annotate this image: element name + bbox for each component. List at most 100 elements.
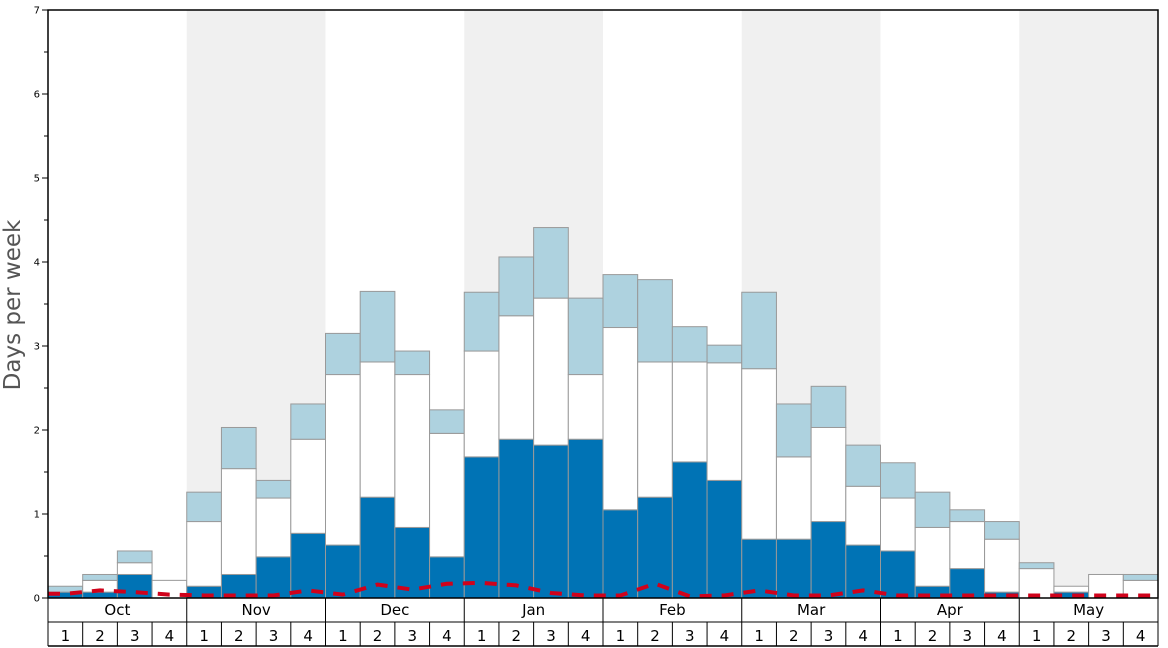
trend-line: [48, 580, 1158, 599]
bar-segment-1: [533, 444, 569, 599]
bar-segment-2: [186, 521, 222, 587]
week-label: 4: [165, 627, 175, 645]
week-label: 4: [720, 627, 730, 645]
week-label: 3: [1101, 627, 1111, 645]
bar-segment-1: [880, 550, 916, 599]
bar-segment-3: [533, 227, 569, 299]
bar-segment-3: [845, 444, 881, 487]
bar-segment-1: [637, 496, 673, 599]
week-label: 2: [1067, 627, 1077, 645]
bar-segment-2: [220, 468, 257, 575]
bar-segment-1: [810, 521, 847, 599]
bar-segment-2: [914, 526, 951, 587]
bar-segment-3: [741, 291, 777, 370]
bar-segment-3: [498, 256, 535, 317]
bar-segment-2: [359, 361, 396, 498]
bar-segment-1: [429, 556, 465, 599]
bar-segment-1: [671, 461, 708, 599]
week-label: 2: [789, 627, 799, 645]
week-label: 1: [61, 627, 71, 645]
bar-segment-3: [255, 479, 292, 499]
week-label: 1: [477, 627, 487, 645]
month-label-jan: Jan: [521, 601, 545, 619]
y-tick-label: 6: [34, 90, 40, 101]
bar-segment-3: [116, 550, 153, 564]
y-tick-label: 5: [34, 174, 40, 185]
month-label-feb: Feb: [659, 601, 686, 619]
week-label: 4: [303, 627, 313, 645]
bar-segment-2: [880, 497, 916, 552]
week-label: 1: [754, 627, 764, 645]
bar-segment-2: [741, 368, 777, 540]
bar-segment-3: [82, 573, 118, 581]
week-label: 2: [650, 627, 660, 645]
bar-segment-1: [741, 538, 777, 599]
week-label: 4: [581, 627, 591, 645]
week-label: 4: [442, 627, 452, 645]
bar-segment-2: [325, 374, 361, 546]
bar-segment-3: [810, 385, 847, 428]
week-label: 4: [1136, 627, 1146, 645]
bar-segment-3: [1018, 562, 1055, 570]
week-label: 1: [616, 627, 626, 645]
week-label: 1: [338, 627, 348, 645]
bar-segment-3: [914, 491, 951, 528]
bar-segment-2: [567, 374, 604, 440]
bar-segment-3: [637, 279, 673, 363]
week-label: 4: [858, 627, 868, 645]
week-label: 2: [373, 627, 383, 645]
week-label: 1: [199, 627, 209, 645]
bar-segment-3: [359, 290, 396, 363]
bar-segment-3: [463, 291, 500, 352]
bar-segment-1: [602, 509, 639, 599]
bar-segment-1: [463, 456, 500, 599]
bar-segment-1: [82, 591, 118, 599]
bar-segment-1: [290, 532, 326, 599]
bar-segment-3: [671, 326, 708, 363]
week-label: 2: [928, 627, 938, 645]
bar-segment-1: [567, 438, 604, 599]
week-label: 3: [269, 627, 279, 645]
bar-segment-2: [429, 432, 465, 558]
bar-segment-3: [1122, 573, 1159, 581]
month-label-nov: Nov: [241, 601, 270, 619]
week-label: 3: [962, 627, 972, 645]
week-label: 1: [1032, 627, 1042, 645]
month-label-may: May: [1073, 601, 1104, 619]
trend-line-group: [48, 580, 1158, 599]
bar-segment-3: [220, 426, 257, 470]
bar-segment-2: [1053, 585, 1090, 593]
bar-segment-2: [255, 497, 292, 558]
bar-segment-2: [706, 362, 743, 481]
bar-segment-3: [880, 462, 916, 499]
week-label: 3: [685, 627, 695, 645]
bar-segment-2: [533, 297, 569, 446]
y-tick-label: 7: [34, 6, 40, 17]
bar-segment-2: [949, 521, 986, 570]
bar-segment-1: [255, 556, 292, 599]
month-shade-may: [1019, 10, 1158, 598]
bar-segment-1: [498, 438, 535, 599]
bar-segment-3: [325, 332, 361, 376]
week-label: 1: [893, 627, 903, 645]
bar-segment-2: [116, 562, 153, 575]
bar-segment-3: [984, 521, 1020, 540]
week-label: 3: [407, 627, 417, 645]
month-label-oct: Oct: [104, 601, 130, 619]
bar-segment-3: [602, 274, 639, 329]
bar-segment-2: [290, 438, 326, 534]
month-label-dec: Dec: [380, 601, 409, 619]
bar-segment-2: [810, 426, 847, 523]
y-tick-label: 0: [34, 594, 40, 605]
bar-segment-2: [775, 456, 812, 540]
bar-segment-2: [845, 485, 881, 546]
bar-segment-3: [706, 344, 743, 364]
bar-segment-2: [637, 361, 673, 498]
week-label: 3: [546, 627, 556, 645]
y-tick-label: 2: [34, 426, 40, 437]
week-label: 2: [512, 627, 522, 645]
bar-segment-3: [949, 509, 986, 523]
week-label: 4: [997, 627, 1007, 645]
bars: [47, 227, 1159, 599]
